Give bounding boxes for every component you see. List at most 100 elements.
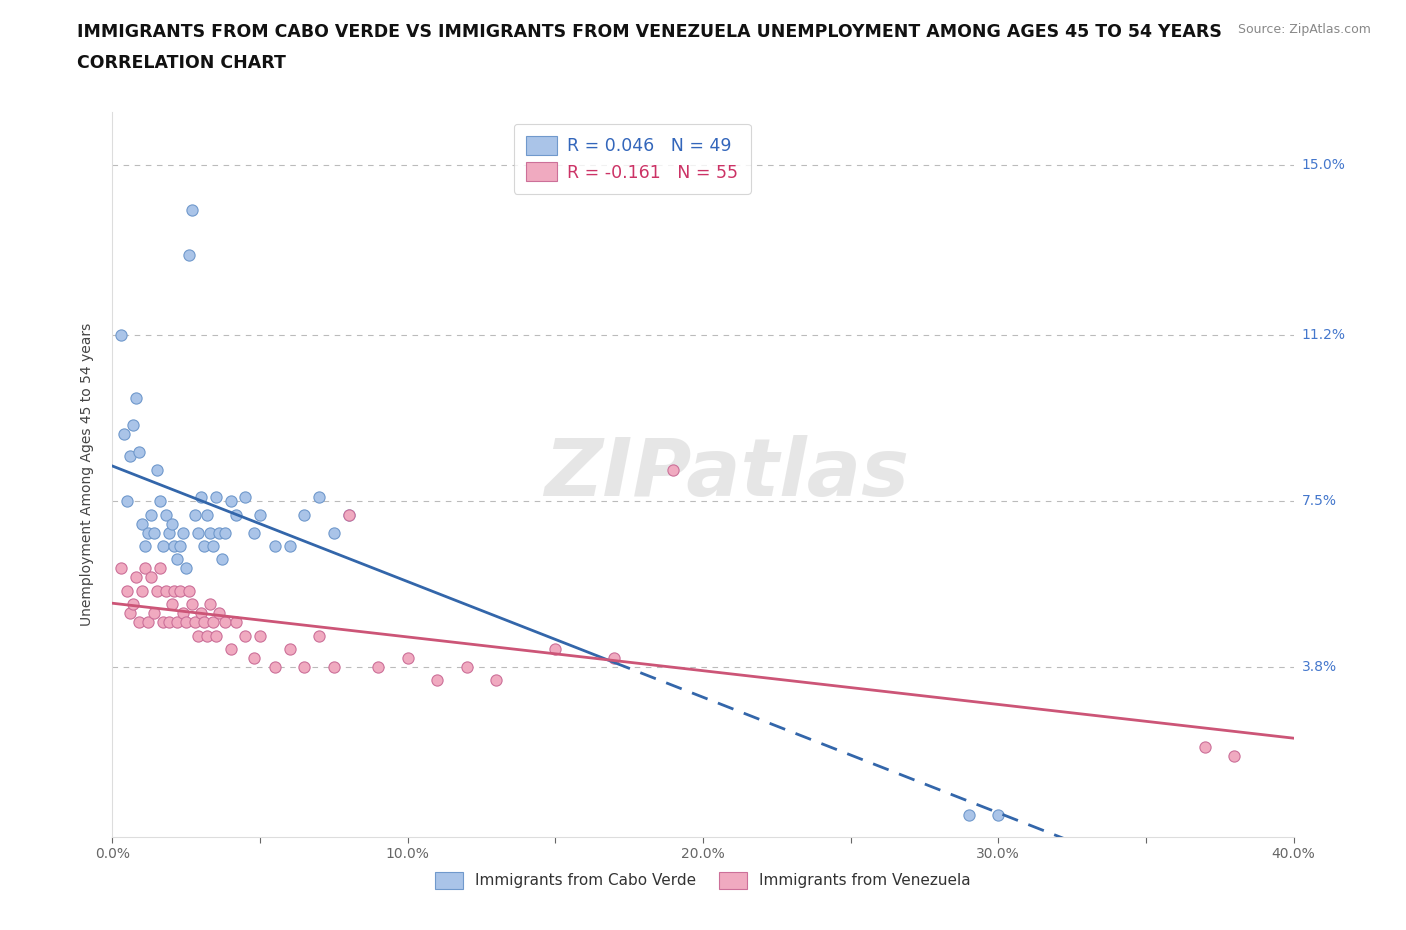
Point bbox=[243, 525, 266, 540]
Point bbox=[201, 538, 224, 553]
Point bbox=[198, 597, 221, 612]
Point bbox=[1194, 740, 1216, 755]
Point bbox=[112, 427, 135, 442]
Point bbox=[131, 516, 153, 531]
Point bbox=[181, 203, 204, 218]
Point bbox=[125, 391, 148, 405]
Point bbox=[233, 628, 256, 643]
Point bbox=[117, 494, 138, 509]
Point bbox=[367, 659, 389, 674]
Text: IMMIGRANTS FROM CABO VERDE VS IMMIGRANTS FROM VENEZUELA UNEMPLOYMENT AMONG AGES : IMMIGRANTS FROM CABO VERDE VS IMMIGRANTS… bbox=[77, 23, 1222, 41]
Point bbox=[134, 538, 156, 553]
Point bbox=[142, 605, 165, 620]
Point bbox=[155, 583, 177, 598]
Point bbox=[181, 597, 204, 612]
Point bbox=[193, 615, 215, 630]
Point bbox=[166, 615, 188, 630]
Point bbox=[184, 507, 207, 522]
Text: 11.2%: 11.2% bbox=[1302, 328, 1346, 342]
Point bbox=[163, 583, 186, 598]
Point bbox=[157, 615, 180, 630]
Point bbox=[208, 525, 231, 540]
Point bbox=[278, 642, 301, 657]
Point bbox=[136, 525, 159, 540]
Point bbox=[152, 538, 174, 553]
Point bbox=[139, 507, 162, 522]
Point bbox=[1223, 749, 1246, 764]
Point bbox=[264, 659, 287, 674]
Point bbox=[323, 659, 346, 674]
Point bbox=[110, 561, 132, 576]
Point bbox=[456, 659, 478, 674]
Point bbox=[163, 538, 186, 553]
Point bbox=[172, 605, 194, 620]
Point bbox=[249, 507, 271, 522]
Text: ZIPatlas: ZIPatlas bbox=[544, 435, 910, 513]
Point bbox=[125, 570, 148, 585]
Point bbox=[136, 615, 159, 630]
Point bbox=[146, 583, 169, 598]
Point bbox=[169, 538, 191, 553]
Point bbox=[243, 650, 266, 665]
Point bbox=[155, 507, 177, 522]
Point bbox=[426, 672, 449, 687]
Legend: Immigrants from Cabo Verde, Immigrants from Venezuela: Immigrants from Cabo Verde, Immigrants f… bbox=[429, 866, 977, 895]
Point bbox=[201, 615, 224, 630]
Point bbox=[544, 642, 567, 657]
Point bbox=[122, 418, 145, 432]
Point bbox=[146, 462, 169, 477]
Point bbox=[292, 659, 315, 674]
Point bbox=[205, 489, 228, 504]
Text: CORRELATION CHART: CORRELATION CHART bbox=[77, 54, 287, 72]
Point bbox=[337, 507, 360, 522]
Point bbox=[174, 615, 197, 630]
Point bbox=[190, 605, 212, 620]
Point bbox=[166, 551, 188, 566]
Point bbox=[120, 605, 142, 620]
Point bbox=[131, 583, 153, 598]
Point bbox=[128, 615, 150, 630]
Point bbox=[160, 516, 183, 531]
Point bbox=[184, 615, 207, 630]
Point bbox=[485, 672, 508, 687]
Text: Source: ZipAtlas.com: Source: ZipAtlas.com bbox=[1237, 23, 1371, 36]
Point bbox=[214, 615, 236, 630]
Point bbox=[225, 615, 247, 630]
Point bbox=[169, 583, 191, 598]
Point bbox=[187, 628, 209, 643]
Point bbox=[187, 525, 209, 540]
Point bbox=[190, 489, 212, 504]
Point bbox=[662, 462, 685, 477]
Point bbox=[233, 489, 256, 504]
Point bbox=[174, 561, 197, 576]
Point bbox=[142, 525, 165, 540]
Point bbox=[179, 247, 201, 262]
Point bbox=[117, 583, 138, 598]
Point bbox=[179, 583, 201, 598]
Point bbox=[160, 597, 183, 612]
Point bbox=[172, 525, 194, 540]
Point bbox=[603, 650, 626, 665]
Point bbox=[219, 494, 242, 509]
Point bbox=[157, 525, 180, 540]
Point bbox=[264, 538, 287, 553]
Point bbox=[195, 507, 218, 522]
Point bbox=[149, 561, 172, 576]
Point bbox=[128, 445, 150, 459]
Point bbox=[110, 328, 132, 343]
Point bbox=[214, 525, 236, 540]
Text: 3.8%: 3.8% bbox=[1302, 660, 1337, 674]
Point bbox=[205, 628, 228, 643]
Point bbox=[139, 570, 162, 585]
Point bbox=[193, 538, 215, 553]
Point bbox=[396, 650, 419, 665]
Point bbox=[308, 489, 330, 504]
Point bbox=[208, 605, 231, 620]
Point bbox=[225, 507, 247, 522]
Point bbox=[308, 628, 330, 643]
Point bbox=[987, 807, 1010, 822]
Point bbox=[278, 538, 301, 553]
Point bbox=[337, 507, 360, 522]
Point bbox=[211, 551, 233, 566]
Point bbox=[957, 807, 980, 822]
